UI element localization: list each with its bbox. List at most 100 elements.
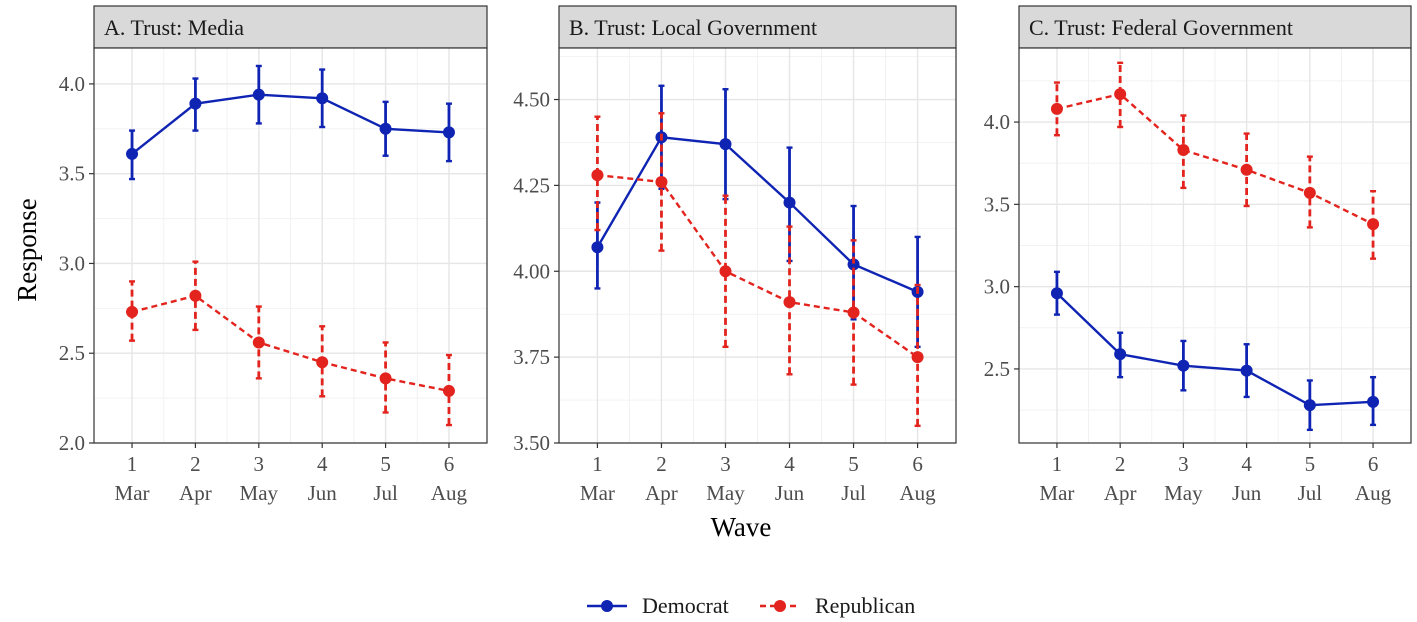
y-tick-label: 4.25 <box>513 173 550 197</box>
data-point <box>379 122 392 135</box>
x-tick-label-month: Mar <box>580 481 615 505</box>
x-tick-label-month: May <box>706 481 745 505</box>
data-point <box>1240 364 1253 377</box>
data-point <box>1177 359 1190 372</box>
data-point <box>189 97 202 110</box>
y-tick-label: 3.0 <box>984 275 1010 299</box>
series-republican <box>591 112 924 428</box>
data-point <box>591 169 604 182</box>
y-tick-label: 2.5 <box>984 357 1010 381</box>
x-tick-label-month: Jul <box>373 481 398 505</box>
data-point <box>316 356 329 369</box>
x-tick-label-wave: 2 <box>190 452 201 476</box>
y-tick-label: 4.00 <box>513 259 550 283</box>
data-point <box>189 289 202 302</box>
x-tick-label-wave: 6 <box>444 452 455 476</box>
legend-key-point <box>601 600 613 612</box>
y-tick-label: 3.0 <box>59 251 85 275</box>
x-axis-title: Wave <box>711 512 772 542</box>
data-point <box>783 296 796 309</box>
x-tick-label-wave: 4 <box>1241 452 1252 476</box>
data-point <box>719 138 732 151</box>
data-point <box>1367 218 1380 231</box>
x-tick-label-month: Aug <box>899 481 936 505</box>
legend-item-democrat: Democrat <box>587 593 729 618</box>
data-point <box>783 196 796 209</box>
x-tick-label-wave: 1 <box>127 452 138 476</box>
x-tick-label-wave: 5 <box>1305 452 1316 476</box>
data-point <box>719 265 732 278</box>
x-tick-label-month: Apr <box>179 481 212 505</box>
panel-strip <box>93 5 488 49</box>
legend: Democrat Republican <box>587 593 915 618</box>
data-point <box>1114 348 1127 361</box>
series-republican <box>1050 61 1380 260</box>
series-line <box>596 136 919 293</box>
x-tick-label-wave: 4 <box>317 452 328 476</box>
data-point <box>591 241 604 254</box>
data-point <box>1303 186 1316 199</box>
data-point <box>847 258 860 271</box>
x-tick-label-wave: 5 <box>848 452 859 476</box>
x-tick-label-month: Jul <box>1298 481 1323 505</box>
x-tick-label-month: Apr <box>1104 481 1137 505</box>
panel-strip <box>1018 5 1412 49</box>
series-democrat <box>1050 270 1380 432</box>
series-line <box>131 294 450 393</box>
y-tick-label: 3.75 <box>513 345 550 369</box>
x-tick-label-wave: 5 <box>380 452 391 476</box>
y-tick-label: 3.5 <box>59 162 85 186</box>
data-point <box>1050 102 1063 115</box>
x-tick-label-wave: 3 <box>720 452 731 476</box>
x-tick-label-month: May <box>240 481 279 505</box>
data-point <box>1177 144 1190 157</box>
data-point <box>1367 395 1380 408</box>
x-tick-label-month: Jun <box>308 481 338 505</box>
data-point <box>252 336 265 349</box>
series-line <box>1056 92 1374 226</box>
legend-key-point <box>774 600 786 612</box>
y-tick-label: 2.5 <box>59 341 85 365</box>
data-point <box>1050 287 1063 300</box>
data-point <box>316 92 329 105</box>
panels: A. Trust: Media 2.0 2.5 3.0 3.5 4.0 1 Mar 2 Apr 3 M… <box>59 5 1412 505</box>
panel-3: C. Trust: Federal Government 2.5 3.0 3.5 4.0… <box>984 5 1412 505</box>
panel-border <box>93 47 488 444</box>
x-tick-label-month: Jul <box>841 481 866 505</box>
x-tick-label-wave: 4 <box>784 452 795 476</box>
data-point <box>442 384 455 397</box>
panel-title: B. Trust: Local Government <box>569 15 817 40</box>
panel-title: C. Trust: Federal Government <box>1029 15 1293 40</box>
panel-title: A. Trust: Media <box>104 15 244 40</box>
x-tick-label-month: May <box>1164 481 1203 505</box>
panel-border <box>558 47 957 444</box>
x-tick-label-wave: 2 <box>1115 452 1126 476</box>
x-tick-label-wave: 6 <box>1368 452 1379 476</box>
data-point <box>379 372 392 385</box>
data-point <box>252 88 265 101</box>
data-point <box>911 351 924 364</box>
x-tick-label-month: Aug <box>431 481 468 505</box>
series-democrat <box>126 64 455 181</box>
x-tick-label-month: Jun <box>1232 481 1262 505</box>
data-point <box>1303 399 1316 412</box>
series-line <box>1056 292 1374 407</box>
series-line <box>131 93 450 155</box>
panel-border <box>1018 47 1412 444</box>
series-line <box>597 173 919 359</box>
x-tick-label-wave: 3 <box>1178 452 1189 476</box>
data-point <box>1240 163 1253 176</box>
y-tick-label: 4.0 <box>984 110 1010 134</box>
x-tick-label-wave: 1 <box>1052 452 1063 476</box>
x-tick-label-month: Aug <box>1355 481 1392 505</box>
x-tick-label-wave: 1 <box>592 452 603 476</box>
y-tick-label: 2.0 <box>59 431 85 455</box>
data-point <box>126 305 139 318</box>
x-tick-label-month: Apr <box>645 481 678 505</box>
legend-item-republican: Republican <box>760 593 915 618</box>
legend-label: Democrat <box>642 593 729 618</box>
x-tick-label-wave: 6 <box>912 452 923 476</box>
x-tick-label-month: Mar <box>115 481 150 505</box>
data-point <box>847 306 860 319</box>
y-tick-label: 3.5 <box>984 192 1010 216</box>
